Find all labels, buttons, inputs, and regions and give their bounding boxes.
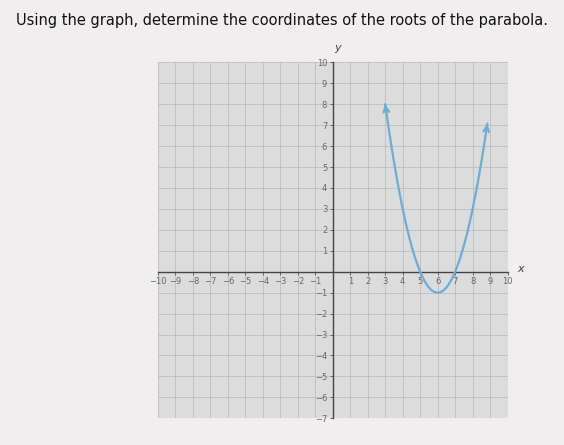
Text: x: x xyxy=(517,263,524,274)
Text: Using the graph, determine the coordinates of the roots of the parabola.: Using the graph, determine the coordinat… xyxy=(16,13,548,28)
Text: y: y xyxy=(334,43,341,53)
